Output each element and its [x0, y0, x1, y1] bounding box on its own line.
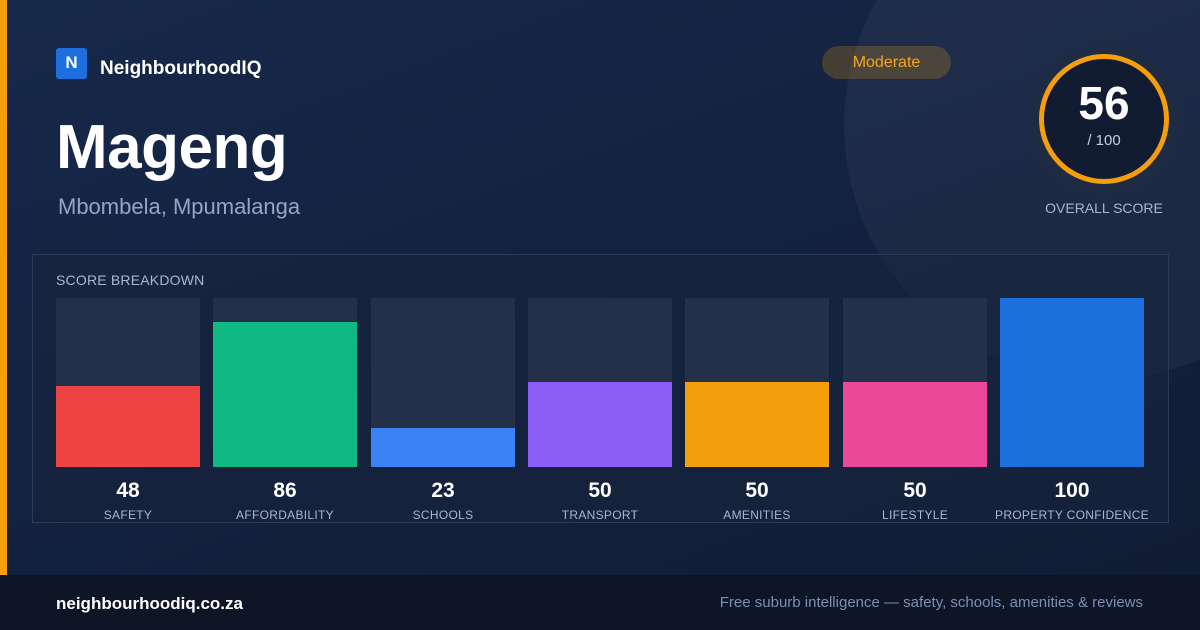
score-bar-value: 86	[273, 479, 297, 502]
brand-logo-icon: N	[56, 47, 87, 79]
suburb-name: Mageng	[56, 113, 288, 182]
overall-score-value: 56	[1078, 77, 1130, 129]
score-breakdown-panel: SCORE BREAKDOWN 48 SAFETY 86 AFFORDABILITY 2…	[32, 254, 1169, 523]
footer: neighbourhoodiq.co.za Free suburb intell…	[0, 575, 1200, 630]
score-bar-amenities: 50 AMENITIES	[685, 298, 829, 522]
score-bar-value: 48	[116, 479, 140, 502]
score-bar-fill	[528, 382, 672, 467]
score-bar-lifestyle: 50 LIFESTYLE	[843, 298, 987, 522]
score-bar-value: 50	[903, 479, 927, 502]
score-bar-track	[528, 298, 672, 467]
score-bar-track	[213, 298, 357, 467]
score-bar-fill	[56, 386, 200, 467]
score-bar-label: AMENITIES	[723, 508, 791, 522]
score-bar-label: SCHOOLS	[412, 508, 474, 522]
score-bar-value: 50	[588, 479, 612, 502]
accent-stripe	[0, 0, 7, 575]
score-bar-track	[371, 298, 515, 467]
score-breakdown-bars: 48 SAFETY 86 AFFORDABILITY 23 SCHOOLS 50 TRANSP…	[56, 298, 1149, 522]
score-bar-track	[685, 298, 829, 467]
rating-badge: Moderate	[822, 46, 951, 79]
score-bar-track	[843, 298, 987, 467]
footer-tagline: Free suburb intelligence — safety, schoo…	[719, 594, 1143, 611]
score-bar-value: 23	[431, 479, 455, 502]
score-bar-schools: 23 SCHOOLS	[371, 298, 515, 522]
overall-score-ring-progress	[1039, 54, 1169, 184]
footer-domain-link[interactable]: neighbourhoodiq.co.za	[56, 594, 243, 613]
score-bar-label: SAFETY	[103, 508, 153, 522]
score-bar-value: 50	[745, 479, 769, 502]
score-breakdown-title: SCORE BREAKDOWN	[56, 272, 205, 288]
score-bar-transport: 50 TRANSPORT	[528, 298, 672, 522]
score-bar-fill	[213, 322, 357, 467]
score-bar-affordability: 86 AFFORDABILITY	[213, 298, 357, 522]
brand-name: NeighbourhoodIQ	[100, 58, 262, 79]
suburb-location: Mbombela, Mpumalanga	[58, 194, 301, 219]
score-bar-label: PROPERTY CONFIDENCE	[995, 508, 1149, 522]
overall-score-ring: 56 / 100	[1029, 44, 1179, 194]
score-bar-fill	[371, 428, 515, 467]
score-bar-value: 100	[1054, 479, 1090, 502]
score-bar-fill	[843, 382, 987, 467]
score-bar-fill	[685, 382, 829, 467]
brand[interactable]: N NeighbourhoodIQ	[56, 46, 261, 80]
score-bar-label: LIFESTYLE	[881, 508, 949, 522]
score-bar-fill	[1000, 298, 1144, 467]
overall-score-caption: OVERALL SCORE	[1045, 200, 1163, 216]
score-bar-label: AFFORDABILITY	[236, 508, 334, 522]
score-bar-label: TRANSPORT	[561, 508, 639, 522]
score-bar-track	[1000, 298, 1144, 467]
score-bar-track	[56, 298, 200, 467]
overall-score-max: / 100	[1087, 132, 1121, 149]
score-bar-safety: 48 SAFETY	[56, 298, 200, 522]
score-bar-property-confidence: 100 PROPERTY CONFIDENCE	[995, 298, 1149, 522]
